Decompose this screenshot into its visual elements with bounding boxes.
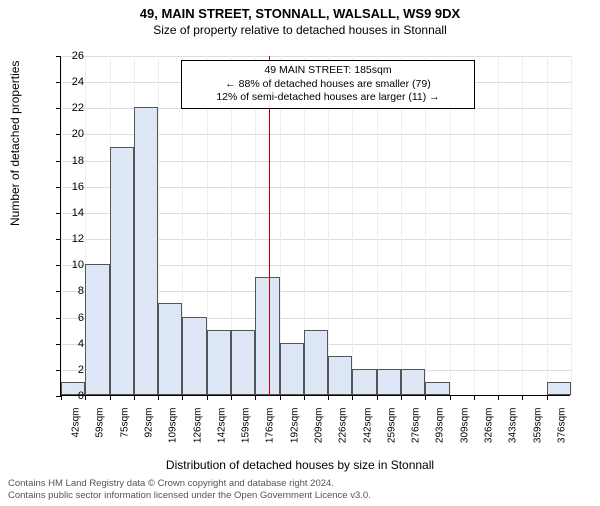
histogram-bar: [280, 343, 304, 395]
ytick-label: 18: [54, 155, 84, 167]
histogram-bar: [207, 330, 231, 395]
ytick-label: 20: [54, 128, 84, 140]
xtick-label: 209sqm: [314, 408, 325, 468]
annotation-box: 49 MAIN STREET: 185sqm← 88% of detached …: [181, 60, 475, 109]
xtick-mark: [522, 395, 523, 400]
histogram-bar: [85, 264, 109, 395]
xtick-label: 109sqm: [168, 408, 179, 468]
xtick-mark: [207, 395, 208, 400]
histogram-bar: [134, 107, 158, 395]
footer-line1: Contains HM Land Registry data © Crown c…: [8, 478, 371, 490]
xtick-mark: [352, 395, 353, 400]
xtick-label: 192sqm: [289, 408, 300, 468]
ytick-label: 8: [54, 285, 84, 297]
xtick-label: 126sqm: [192, 408, 203, 468]
xtick-mark: [255, 395, 256, 400]
xtick-label: 326sqm: [484, 408, 495, 468]
histogram-bar: [304, 330, 328, 395]
plot-area: 49 MAIN STREET: 185sqm← 88% of detached …: [60, 56, 570, 396]
annotation-line2: ← 88% of detached houses are smaller (79…: [188, 78, 468, 92]
ytick-label: 2: [54, 364, 84, 376]
histogram-bar: [231, 330, 255, 395]
gridline-v: [547, 56, 548, 396]
xtick-mark: [182, 395, 183, 400]
histogram-chart: 49 MAIN STREET: 185sqm← 88% of detached …: [60, 56, 570, 396]
page-title-address: 49, MAIN STREET, STONNALL, WALSALL, WS9 …: [0, 6, 600, 21]
xtick-mark: [85, 395, 86, 400]
xtick-mark: [110, 395, 111, 400]
annotation-line1: 49 MAIN STREET: 185sqm: [188, 64, 468, 78]
footer-line2: Contains public sector information licen…: [8, 490, 371, 502]
xtick-mark: [498, 395, 499, 400]
xtick-label: 59sqm: [95, 408, 106, 468]
xtick-label: 176sqm: [265, 408, 276, 468]
xtick-mark: [450, 395, 451, 400]
histogram-bar: [377, 369, 401, 395]
ytick-label: 4: [54, 338, 84, 350]
footer-attribution: Contains HM Land Registry data © Crown c…: [8, 478, 371, 502]
xtick-label: 159sqm: [241, 408, 252, 468]
xtick-mark: [547, 395, 548, 400]
gridline-v: [571, 56, 572, 396]
xtick-label: 242sqm: [362, 408, 373, 468]
xtick-label: 293sqm: [435, 408, 446, 468]
xtick-mark: [377, 395, 378, 400]
ytick-label: 0: [54, 390, 84, 402]
histogram-bar: [158, 303, 182, 395]
xtick-label: 142sqm: [216, 408, 227, 468]
xtick-label: 276sqm: [411, 408, 422, 468]
xtick-mark: [158, 395, 159, 400]
ytick-label: 14: [54, 207, 84, 219]
xtick-label: 309sqm: [459, 408, 470, 468]
ytick-label: 26: [54, 50, 84, 62]
annotation-line3: 12% of semi-detached houses are larger (…: [188, 91, 468, 105]
ytick-label: 16: [54, 181, 84, 193]
ytick-label: 24: [54, 76, 84, 88]
page-title-subtitle: Size of property relative to detached ho…: [0, 23, 600, 37]
xtick-mark: [280, 395, 281, 400]
histogram-bar: [425, 382, 449, 395]
histogram-bar: [110, 147, 134, 395]
histogram-bar: [547, 382, 571, 395]
gridline-h: [61, 56, 571, 57]
ytick-label: 10: [54, 259, 84, 271]
histogram-bar: [182, 317, 206, 395]
xtick-mark: [474, 395, 475, 400]
xtick-label: 359sqm: [532, 408, 543, 468]
xtick-label: 226sqm: [338, 408, 349, 468]
gridline-v: [498, 56, 499, 396]
xtick-mark: [231, 395, 232, 400]
xtick-label: 42sqm: [71, 408, 82, 468]
xtick-mark: [328, 395, 329, 400]
xtick-label: 259sqm: [386, 408, 397, 468]
xtick-label: 92sqm: [144, 408, 155, 468]
histogram-bar: [401, 369, 425, 395]
xtick-mark: [134, 395, 135, 400]
xtick-label: 376sqm: [556, 408, 567, 468]
xtick-mark: [425, 395, 426, 400]
ytick-label: 6: [54, 312, 84, 324]
gridline-v: [522, 56, 523, 396]
histogram-bar: [352, 369, 376, 395]
histogram-bar: [255, 277, 279, 395]
xtick-label: 343sqm: [508, 408, 519, 468]
ytick-label: 12: [54, 233, 84, 245]
ytick-label: 22: [54, 102, 84, 114]
xtick-label: 75sqm: [119, 408, 130, 468]
xtick-mark: [304, 395, 305, 400]
y-axis-label: Number of detached properties: [8, 61, 22, 226]
xtick-mark: [401, 395, 402, 400]
histogram-bar: [328, 356, 352, 395]
